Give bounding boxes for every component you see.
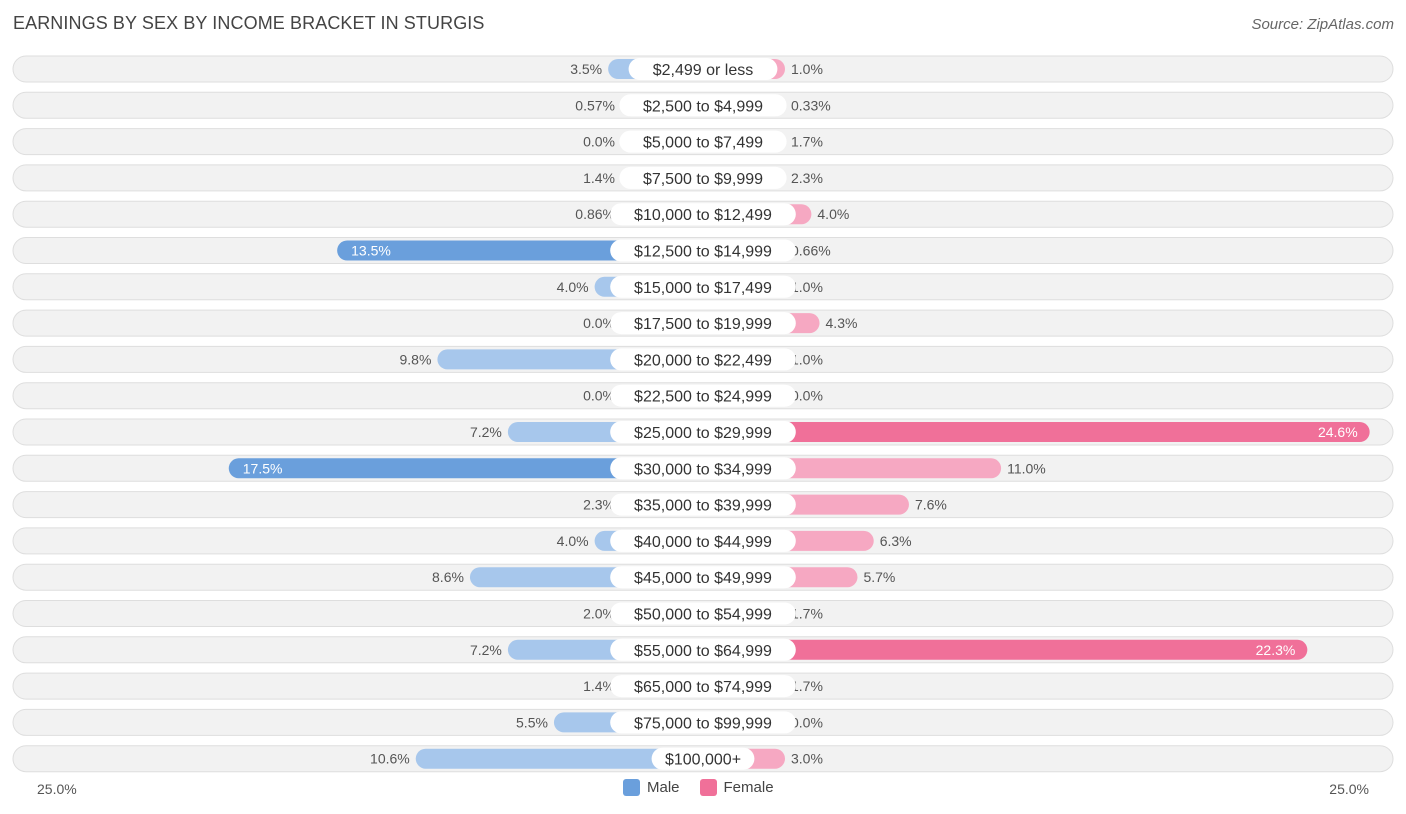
male-value-label: 0.0%: [583, 315, 615, 331]
category-label: $55,000 to $64,999: [634, 643, 772, 660]
legend-swatch-female: [699, 779, 717, 796]
female-value-label: 22.3%: [1256, 642, 1296, 658]
female-value-label: 4.0%: [817, 206, 849, 222]
category-label: $2,500 to $4,999: [643, 98, 763, 115]
female-value-label: 4.3%: [826, 315, 858, 331]
female-value-label: 0.33%: [791, 97, 831, 113]
category-label: $100,000+: [665, 752, 741, 769]
male-value-label: 2.3%: [583, 497, 615, 513]
male-value-label: 1.4%: [583, 170, 615, 186]
female-value-label: 5.7%: [863, 569, 895, 585]
male-value-label: 3.5%: [570, 61, 602, 77]
male-value-label: 0.0%: [583, 388, 615, 404]
female-bar: [703, 422, 1370, 442]
male-value-label: 17.5%: [243, 460, 283, 476]
female-value-label: 7.6%: [915, 497, 947, 513]
female-value-label: 1.0%: [791, 351, 823, 367]
male-value-label: 0.0%: [583, 134, 615, 150]
category-pill: [619, 130, 787, 153]
legend-label-female: Female: [723, 779, 774, 796]
category-label: $17,500 to $19,999: [634, 316, 772, 333]
category-pill: [651, 747, 755, 770]
category-label: $5,000 to $7,499: [643, 135, 763, 152]
category-label: $2,499 or less: [653, 62, 754, 79]
category-label: $20,000 to $22,499: [634, 352, 772, 369]
legend: Male Female: [623, 779, 774, 796]
male-value-label: 2.0%: [583, 606, 615, 622]
female-value-label: 0.0%: [791, 388, 823, 404]
legend-label-male: Male: [647, 779, 680, 796]
male-bar: [415, 748, 703, 769]
category-pill: [610, 203, 796, 226]
category-pill: [619, 94, 787, 117]
male-bar: [228, 458, 703, 479]
category-label: $7,500 to $9,999: [643, 171, 763, 188]
category-pill: [610, 529, 796, 552]
category-label: $40,000 to $44,999: [634, 534, 772, 551]
category-pill: [610, 312, 796, 335]
category-label: $12,500 to $14,999: [634, 244, 772, 261]
female-value-label: 0.66%: [791, 243, 831, 259]
category-pill: [610, 275, 796, 298]
male-value-label: 7.2%: [470, 424, 502, 440]
male-value-label: 8.6%: [432, 569, 464, 585]
category-label: $15,000 to $17,499: [634, 280, 772, 297]
female-value-label: 2.3%: [791, 170, 823, 186]
category-pill: [610, 421, 796, 443]
female-bar: [703, 639, 1308, 660]
category-label: $22,500 to $24,999: [634, 389, 772, 406]
category-pill: [610, 384, 796, 407]
axis-left-label: 25.0%: [37, 781, 77, 797]
category-pill: [619, 166, 787, 189]
male-value-label: 0.86%: [575, 206, 615, 222]
category-label: $75,000 to $99,999: [634, 715, 772, 732]
source-note: Source: ZipAtlas.com: [1251, 16, 1394, 33]
category-label: $50,000 to $54,999: [634, 607, 772, 624]
category-pill: [610, 239, 796, 262]
category-pill: [610, 711, 796, 734]
legend-item-female: Female: [699, 779, 774, 796]
female-value-label: 24.6%: [1318, 424, 1358, 440]
category-pill: [610, 675, 796, 698]
female-value-label: 1.0%: [791, 279, 823, 295]
male-value-label: 5.5%: [516, 714, 548, 730]
category-label: $30,000 to $34,999: [634, 461, 772, 478]
female-value-label: 3.0%: [791, 751, 823, 767]
axis-right-label: 25.0%: [1329, 781, 1369, 797]
category-label: $25,000 to $29,999: [634, 425, 772, 442]
legend-item-male: Male: [623, 779, 680, 796]
category-pill: [610, 638, 796, 661]
category-pill: [610, 602, 796, 625]
female-value-label: 1.7%: [791, 606, 823, 622]
category-pill: [628, 58, 778, 80]
category-label: $10,000 to $12,499: [634, 207, 772, 224]
chart-title: EARNINGS BY SEX BY INCOME BRACKET IN STU…: [13, 13, 485, 33]
male-value-label: 1.4%: [583, 678, 615, 694]
male-value-label: 10.6%: [370, 751, 410, 767]
female-value-label: 0.0%: [791, 714, 823, 730]
category-label: $65,000 to $74,999: [634, 679, 772, 696]
category-pill: [610, 457, 796, 480]
category-pill: [610, 493, 796, 516]
female-value-label: 1.7%: [791, 678, 823, 694]
female-value-label: 6.3%: [880, 533, 912, 549]
male-value-label: 9.8%: [399, 351, 431, 367]
female-value-label: 11.0%: [1007, 460, 1046, 476]
category-pill: [610, 348, 796, 371]
legend-swatch-male: [623, 779, 640, 796]
female-value-label: 1.7%: [791, 134, 823, 150]
male-value-label: 4.0%: [557, 533, 589, 549]
male-value-label: 0.57%: [575, 97, 615, 113]
category-label: $35,000 to $39,999: [634, 498, 772, 515]
male-value-label: 4.0%: [557, 279, 589, 295]
category-label: $45,000 to $49,999: [634, 570, 772, 587]
female-value-label: 1.0%: [791, 61, 823, 77]
male-value-label: 13.5%: [351, 243, 391, 259]
male-value-label: 7.2%: [470, 642, 502, 658]
category-pill: [610, 566, 796, 589]
